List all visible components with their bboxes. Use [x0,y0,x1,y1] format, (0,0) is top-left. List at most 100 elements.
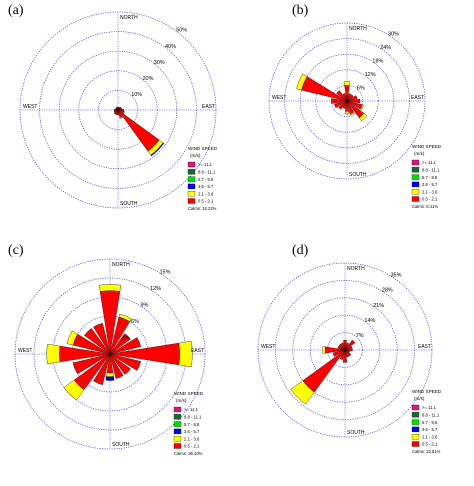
legend-title: WIND SPEED [174,391,204,396]
legend-swatch [173,414,182,420]
ring-label: 14% [364,318,375,324]
legend-label: 8.8 - 11.1 [422,413,440,418]
legend: WIND SPEED (m/s) >= 11.1 8.8 - 11.1 5.7 - 8.… [411,389,442,454]
legend-unit: (m/s) [414,396,425,401]
petal-segment [343,339,347,351]
legend: WIND SPEED (m/s) >= 11.1 8.8 - 11.1 5.7 - 8.… [187,146,218,211]
petal-segment [344,348,353,352]
direction-east: EAST [418,344,431,350]
petal-segment [338,100,348,110]
petal-segment [346,95,358,102]
legend-title: WIND SPEED [412,144,442,149]
legend-swatch [411,412,420,418]
petal-segment [344,339,356,351]
ring-label: 12% [150,286,161,292]
legend-swatch [187,191,196,197]
direction-north: NORTH [349,26,367,32]
legend-swatch [411,434,420,440]
legend-swatch [173,443,182,449]
petal-segment [338,343,346,351]
legend: WIND SPEED (m/s) >= 11.1 8.8 - 11.1 5.7 - 8.… [411,144,442,209]
petal-segment [109,333,131,355]
petal-segment [117,106,122,111]
ring-label: 7% [356,333,364,339]
petal-segment [113,109,119,113]
legend-label: 5.7 - 8.8 [198,177,214,182]
legend-label: >= 11.1 [422,160,437,165]
petal-segment [339,349,346,360]
direction-south: SOUTH [347,430,365,436]
legend-swatch [173,436,182,442]
petal-segment [346,98,361,104]
petal-segment [344,342,350,351]
petal-segment [122,111,125,114]
petal-segment [66,330,78,346]
petal-segment [109,353,131,375]
wind-rose-panel-4: (d) 7% 14% 21% 28% 35% NORTH EAST SOUTH WEST WIND … [257,243,442,454]
legend-swatch [411,181,420,188]
petal-segment [115,109,119,115]
ring-label: 30% [154,60,165,66]
petal-segment [106,372,114,377]
legend-label: 2.1 - 3.6 [198,191,214,196]
ring-label: 28% [382,288,393,294]
petal-segment [117,106,119,111]
ring-label: 21% [373,303,384,309]
petal-segment [344,349,352,357]
petal-segment [84,328,111,355]
ring-label: 10% [131,92,142,98]
legend-swatch [173,406,182,413]
legend-label: 8.8 - 11.1 [198,170,216,175]
ring-label: 20% [143,76,154,82]
petal-segment [150,142,165,157]
legend-swatch [187,198,196,204]
petal-segment [302,349,346,393]
ring-label: 15% [160,270,171,276]
legend-swatch [411,441,420,447]
direction-east: EAST [202,104,215,110]
grid-ring [268,22,426,180]
direction-west: WEST [261,344,275,350]
direction-north: NORTH [112,262,130,268]
legend-swatch [187,176,196,182]
petal-segment [344,349,350,358]
ring-label: 35% [391,273,402,279]
petal-segment [115,107,119,111]
petal-segment [117,109,119,116]
petal-segment [113,109,119,115]
petal-segment [332,349,346,357]
petal-segment [93,322,111,355]
petal-segment [117,108,125,112]
ring-label: 9% [141,303,149,309]
ring-label: 30% [388,32,399,38]
panel-label: (a) [8,3,24,18]
petal-segment [119,116,123,119]
legend-swatch [411,196,420,202]
ring-label: 24% [380,45,391,51]
calms-label: Calms: 8.41% [412,204,438,209]
panel-label: (c) [8,243,24,258]
direction-north: NORTH [120,15,138,21]
ring-label: 12% [365,72,376,78]
petal-segment [343,81,351,86]
petal-segment [334,100,348,109]
petal-segment [178,340,193,368]
ring-label: 50% [176,28,187,34]
legend-label: 3.6 - 5.7 [422,182,438,187]
legend-label: 0.5 - 2.1 [422,442,438,447]
ring-label: 18% [372,59,383,65]
petal-segment [290,380,315,405]
legend-label: 5.7 - 8.8 [422,175,438,180]
legend-unit: (m/s) [414,151,425,156]
petal-segment [93,353,111,386]
petal-segment [349,111,355,116]
petal-segment [46,343,61,365]
petal-segment [118,313,132,322]
legend: WIND SPEED (m/s) >= 11.1 8.8 - 11.1 5.7 - 8.… [173,391,204,456]
petal-segment [113,109,119,111]
legend-title: WIND SPEED [188,146,218,151]
petal-segment [344,111,350,115]
petal-segment [336,90,348,102]
petal-segment [358,112,368,122]
